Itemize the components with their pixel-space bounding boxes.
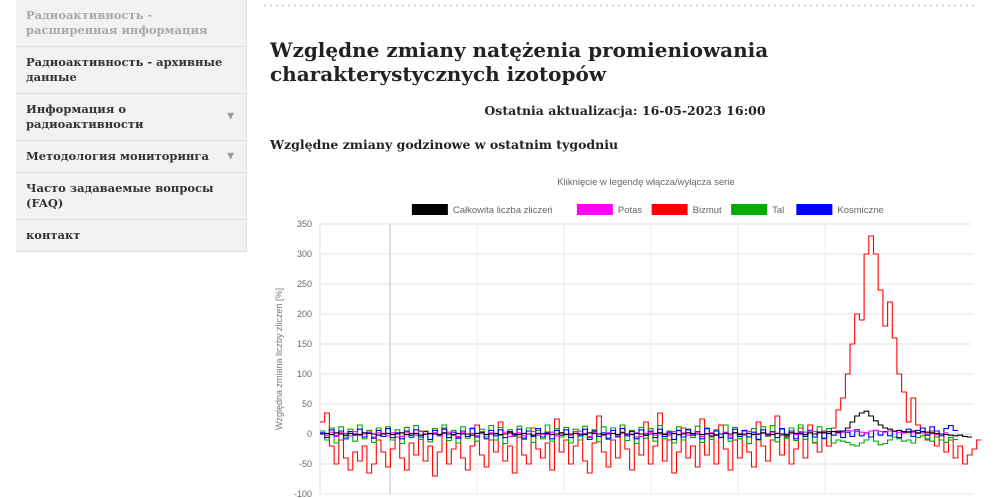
y-tick-label: 0 <box>307 429 312 439</box>
chevron-down-icon: ▼ <box>227 151 234 161</box>
sidebar-item-radioactivity-info[interactable]: Информация о радиоактивности ▼ <box>16 94 246 141</box>
series-line <box>320 235 982 477</box>
last-update-text: Ostatnia aktualizacja: 16-05-2023 16:00 <box>484 103 766 118</box>
y-tick-label: 300 <box>297 249 312 259</box>
legend-swatch[interactable] <box>411 204 448 215</box>
chevron-down-icon: ▼ <box>227 111 234 122</box>
legend-swatch[interactable] <box>731 204 768 215</box>
y-tick-label: 100 <box>297 369 312 379</box>
legend-label[interactable]: Bizmut <box>693 205 722 216</box>
y-tick-label: -50 <box>299 459 312 469</box>
top-divider <box>262 4 976 7</box>
sidebar-item-radioactivity-extended[interactable]: Радиоактивность - расширенная информация <box>16 0 246 47</box>
sidebar-item-radioactivity-archive[interactable]: Радиоактивность - архивные данные <box>16 47 246 94</box>
sidebar-item-label: Методология мониторинга <box>26 149 209 163</box>
legend-label[interactable]: Potas <box>618 205 643 216</box>
y-tick-label: 50 <box>302 399 312 409</box>
sidebar-item-contact[interactable]: контакт <box>16 220 246 252</box>
page-title: Względne zmiany natężenia promieniowania… <box>270 38 769 86</box>
legend-label[interactable]: Kosmiczne <box>837 205 883 216</box>
y-tick-label: 250 <box>297 279 312 289</box>
chart-title: Kliknięcie w legendę włącza/wyłącza seri… <box>557 177 734 188</box>
sidebar-item-faq[interactable]: Часто задаваемые вопросы (FAQ) <box>16 173 246 220</box>
y-tick-label: 150 <box>297 339 312 349</box>
legend-swatch[interactable] <box>651 204 688 215</box>
sidebar-item-methodology[interactable]: Методология мониторинга ▼ <box>16 141 246 173</box>
legend-swatch[interactable] <box>796 204 833 215</box>
y-tick-label: -100 <box>294 489 312 498</box>
y-axis-label: Względna zmiana liczby zliczeń [%] <box>274 288 284 430</box>
legend-label[interactable]: Tal <box>772 205 784 216</box>
chart-section-heading: Względne zmiany godzinowe w ostatnim tyg… <box>270 137 619 152</box>
legend-label[interactable]: Całkowita liczba zliczeń <box>453 205 553 216</box>
y-tick-label: 200 <box>297 309 312 319</box>
sidebar-item-label: Информация о радиоактивности <box>26 102 144 131</box>
legend-swatch[interactable] <box>576 204 613 215</box>
y-tick-label: 350 <box>297 219 312 229</box>
radiation-change-chart: Kliknięcie w legendę włącza/wyłącza seri… <box>274 177 982 498</box>
series-line <box>320 410 972 438</box>
sidebar-nav: Радиоактивность - расширенная информация… <box>16 0 247 252</box>
